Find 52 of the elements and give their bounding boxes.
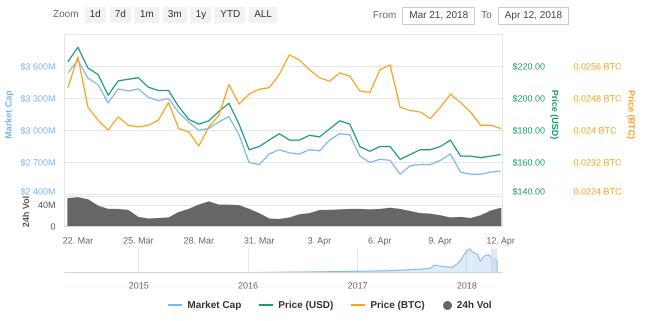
text: 1d xyxy=(84,7,106,24)
y2-tick-label: $200.00 xyxy=(512,94,546,104)
text: ALL xyxy=(249,7,277,24)
y2-tick-label: $160.00 xyxy=(512,158,546,168)
x-tick-label: 2017 xyxy=(348,280,368,290)
x-tick-label: 22. Mar xyxy=(62,236,94,246)
x-tick-label: 2016 xyxy=(238,280,258,290)
x-tick-label: 2018 xyxy=(456,280,477,290)
y-tick-label: $3 000M xyxy=(20,126,56,136)
x-tick-label: 28. Mar xyxy=(183,236,214,246)
y3-tick-label: 0.0248 BTC xyxy=(574,94,622,104)
x-tick-label: 25. Mar xyxy=(123,236,154,246)
x-tick-label: 3. Apr xyxy=(308,236,332,246)
text: To xyxy=(481,9,492,23)
text: 1m xyxy=(134,7,159,24)
y3-tick-label: 0.0232 BTC xyxy=(574,158,622,168)
y-tick-label: $3 300M xyxy=(20,94,56,104)
text: 3m xyxy=(162,7,187,24)
text: Zoom xyxy=(53,8,79,22)
y2-axis-title: Price (USD) xyxy=(550,90,560,140)
legend-label: Market Cap xyxy=(186,300,242,311)
legend-label: Price (USD) xyxy=(277,300,334,311)
line-series xyxy=(67,59,502,175)
text: 7d xyxy=(110,7,131,24)
y-tick-label: $2 700M xyxy=(20,158,56,168)
y-tick-label: $2 400M xyxy=(20,186,56,196)
y3-tick-label: 0.024 BTC xyxy=(574,126,618,136)
y2-tick-label: $220.00 xyxy=(512,62,546,72)
text: YTD xyxy=(215,7,246,24)
x-tick-label: 12. Apr xyxy=(486,236,515,246)
y3-axis-title: Price (BTC) xyxy=(626,90,637,140)
legend-label: 24h Vol xyxy=(456,300,492,311)
y2-tick-label: $180.00 xyxy=(512,126,546,136)
y-axis-title: Market Cap xyxy=(3,90,14,139)
x-tick-label: 9. Apr xyxy=(428,236,452,246)
y3-tick-label: 0.0224 BTC xyxy=(574,186,622,196)
line-series xyxy=(67,46,502,160)
legend-label: Price (BTC) xyxy=(369,300,425,311)
text: From xyxy=(372,9,396,23)
x-tick-label: 31. Mar xyxy=(244,236,274,246)
y-axis-title: 24h Vol xyxy=(20,196,31,228)
text: Apr 12, 2018 xyxy=(498,7,569,26)
text: 1y xyxy=(190,7,212,24)
line-series xyxy=(67,54,502,147)
text: Mar 21, 2018 xyxy=(402,7,476,26)
x-tick-label: 2015 xyxy=(128,280,149,290)
y-tick-label: $3 600M xyxy=(20,62,56,72)
y2-tick-label: $140.00 xyxy=(512,186,546,196)
x-tick-label: 6. Apr xyxy=(368,236,392,246)
y3-tick-label: 0.0256 BTC xyxy=(574,62,622,72)
y-tick-label: 0 xyxy=(50,222,56,232)
y-tick-label: 40M xyxy=(38,200,56,210)
